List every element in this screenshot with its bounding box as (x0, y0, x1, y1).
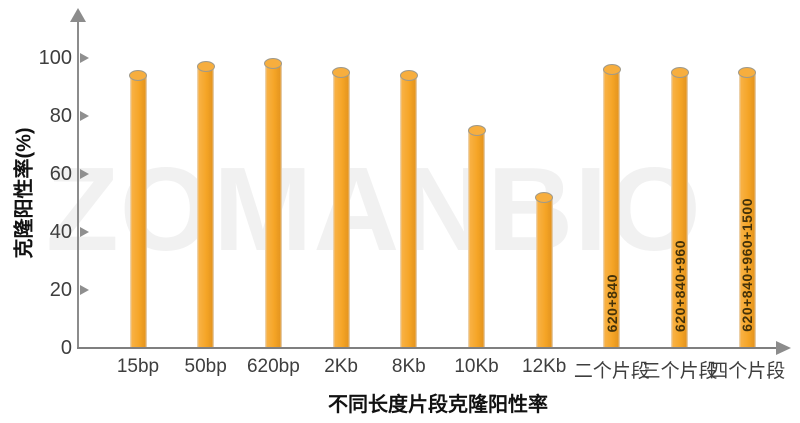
y-tick-marker-icon (80, 52, 89, 63)
x-axis-title: 不同长度片段克隆阳性率 (328, 394, 548, 416)
x-tick-label-15bp: 15bp (116, 356, 160, 377)
y-tick-label: 60 (49, 162, 72, 185)
x-axis-line (77, 347, 777, 349)
x-tick-label-8Kb: 8Kb (391, 356, 426, 377)
bar-620bp (264, 58, 283, 348)
bar-cap-ellipse (129, 69, 147, 81)
bar-2Kb (332, 67, 351, 348)
y-tick-label: 80 (49, 104, 72, 127)
y-tick-label: 20 (49, 278, 72, 301)
y-tick-marker-icon (80, 168, 89, 179)
x-tick-label-50bp: 50bp (184, 356, 227, 377)
x-tick-label-二个片段: 二个片段 (573, 361, 650, 382)
bar-15bp (129, 69, 147, 348)
x-tick-label-12Kb: 12Kb (522, 356, 567, 377)
bar-cap-ellipse (332, 67, 351, 79)
bar-cap-ellipse (196, 61, 215, 73)
bar-三个片段: 620+840+960 (670, 67, 689, 348)
bar-50bp (196, 61, 215, 348)
bar-8Kb (399, 69, 418, 348)
bar-cap-ellipse (264, 58, 283, 70)
bar-cap-ellipse (738, 67, 757, 79)
bar-annotation: 620+840 (603, 273, 620, 332)
x-tick-label-10Kb: 10Kb (454, 356, 499, 377)
y-tick-label: 40 (49, 220, 72, 243)
bar-cap-ellipse (399, 69, 418, 81)
x-tick-label-四个片段: 四个片段 (709, 361, 786, 382)
x-tick-label-620bp: 620bp (246, 356, 300, 377)
bar-cap-ellipse (602, 64, 621, 76)
bar-10Kb (467, 125, 486, 348)
y-tick-marker-icon (80, 226, 89, 237)
y-tick-label: 100 (38, 46, 72, 69)
watermark-text: ZOMANBIO (46, 143, 702, 276)
bar-annotation: 620+840+960 (671, 240, 688, 332)
y-tick-label: 0 (60, 337, 72, 359)
bar-二个片段: 620+840 (602, 64, 621, 348)
bar-annotation: 620+840+960+1500 (739, 198, 756, 332)
y-tick-marker-icon (80, 284, 89, 295)
x-axis-arrow-icon (776, 341, 791, 355)
bar-cap-ellipse (467, 125, 486, 137)
x-tick-label-三个片段: 三个片段 (641, 361, 718, 382)
bar-四个片段: 620+840+960+1500 (738, 67, 757, 348)
bar-cap-ellipse (535, 191, 554, 203)
y-axis-arrow-icon (70, 8, 86, 22)
y-tick-marker-icon (80, 110, 89, 121)
y-axis-line (77, 20, 79, 349)
x-tick-label-2Kb: 2Kb (324, 356, 358, 377)
bar-12Kb (535, 191, 554, 348)
bar-cap-ellipse (670, 67, 689, 79)
